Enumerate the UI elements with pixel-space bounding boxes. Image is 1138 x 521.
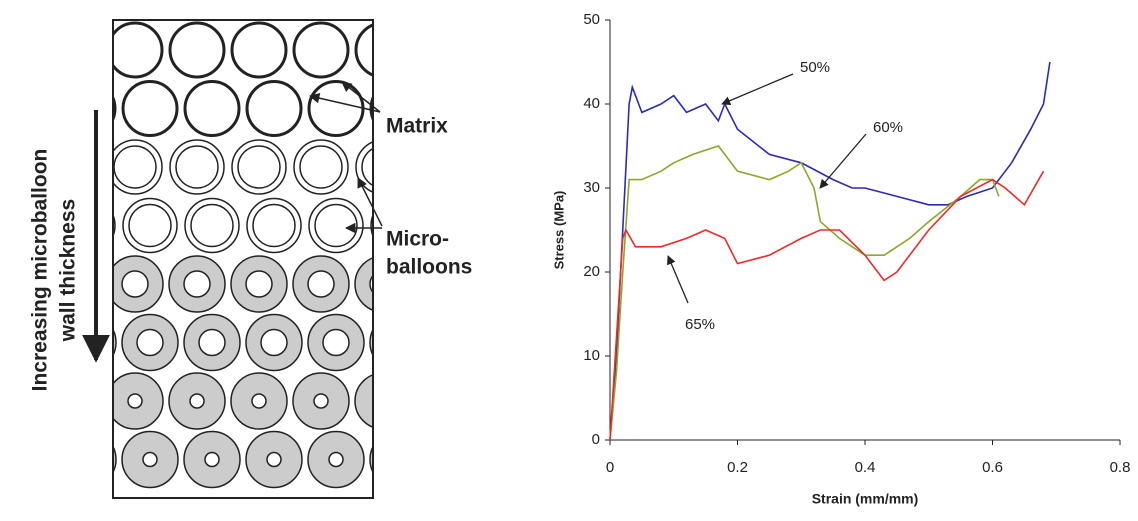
axis-label-line: Increasing microballoon	[29, 149, 52, 392]
balloon	[60, 432, 116, 488]
matrix-cell	[232, 23, 286, 77]
balloon	[355, 373, 411, 429]
balloon-hole	[128, 394, 142, 408]
callout-arrow	[820, 134, 866, 188]
x-tick-label: 0	[606, 459, 614, 476]
series-label: 65%	[685, 316, 715, 333]
series-line	[610, 171, 1044, 440]
balloon-hole	[81, 453, 95, 467]
matrix-cell	[108, 23, 162, 77]
matrix-cell	[123, 82, 177, 136]
balloon-inner	[300, 146, 342, 188]
balloon-hole	[376, 394, 390, 408]
balloon-inner	[362, 146, 404, 188]
axis-label-line: wall thickness	[57, 199, 80, 342]
matrix-cell	[46, 23, 100, 77]
balloon-hole	[308, 271, 334, 297]
matrix-cell	[247, 82, 301, 136]
x-tick-label: 0.2	[727, 459, 748, 476]
matrix-cell	[61, 82, 115, 136]
balloon-hole	[385, 330, 411, 356]
micro-label: Micro-	[386, 228, 449, 251]
y-tick-label: 40	[583, 95, 600, 112]
balloon-inner	[52, 146, 94, 188]
balloon-hole	[267, 453, 281, 467]
balloon	[370, 315, 426, 371]
balloon-inner	[129, 205, 171, 247]
balloon-inner	[253, 205, 295, 247]
balloon-inner	[176, 146, 218, 188]
balloon-hole	[137, 330, 163, 356]
balloon-hole	[391, 453, 405, 467]
balloon-hole	[190, 394, 204, 408]
series-label: 50%	[800, 59, 830, 76]
balloon-inner	[238, 146, 280, 188]
y-axis-title: Stress (MPa)	[551, 191, 566, 270]
callout-arrow	[668, 256, 688, 303]
balloon-hole	[184, 271, 210, 297]
series-line	[610, 146, 999, 440]
matrix-cell	[185, 82, 239, 136]
matrix-cell	[356, 23, 410, 77]
y-tick-label: 0	[592, 431, 600, 448]
balloon-hole	[323, 330, 349, 356]
matrix-label: Matrix	[386, 115, 448, 138]
callout-arrow	[722, 74, 793, 104]
balloon	[370, 432, 426, 488]
balloon-hole	[261, 330, 287, 356]
balloon-inner	[315, 205, 357, 247]
balloon	[46, 140, 100, 194]
balloon	[45, 373, 101, 429]
balloon-hole	[122, 271, 148, 297]
balloon-hole	[199, 330, 225, 356]
balloon-hole	[246, 271, 272, 297]
matrix-cell	[294, 23, 348, 77]
balloon-hole	[252, 394, 266, 408]
x-tick-label: 0.6	[982, 459, 1003, 476]
balloon-hole	[205, 453, 219, 467]
balloon-hole	[66, 394, 80, 408]
x-tick-label: 0.4	[855, 459, 876, 476]
balloon-hole	[329, 453, 343, 467]
micro-label: balloons	[386, 256, 472, 279]
matrix-cell	[170, 23, 224, 77]
x-axis-title: Strain (mm/mm)	[812, 491, 919, 507]
y-tick-label: 30	[583, 179, 600, 196]
balloon-hole	[143, 453, 157, 467]
balloon-hole	[314, 394, 328, 408]
matrix-cell	[309, 82, 363, 136]
figure: Increasing microballoon wall thickness M…	[0, 0, 1138, 516]
balloon-inner	[191, 205, 233, 247]
x-tick-label: 0.8	[1110, 459, 1131, 476]
series-label: 60%	[873, 119, 903, 136]
y-tick-label: 20	[583, 263, 600, 280]
series-line	[610, 62, 1050, 440]
y-tick-label: 10	[583, 347, 600, 364]
balloon-inner	[114, 146, 156, 188]
axis-label: Increasing microballoon wall thickness	[29, 149, 80, 392]
microballoon-grid	[45, 23, 426, 488]
y-tick-label: 50	[583, 11, 600, 28]
